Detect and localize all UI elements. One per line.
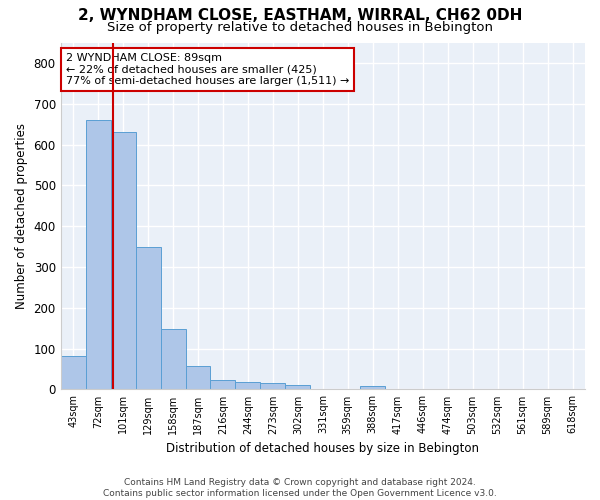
Bar <box>136 248 161 390</box>
Text: Contains HM Land Registry data © Crown copyright and database right 2024.
Contai: Contains HM Land Registry data © Crown c… <box>103 478 497 498</box>
Bar <box>286 386 310 390</box>
Y-axis label: Number of detached properties: Number of detached properties <box>15 123 28 309</box>
Bar <box>86 120 110 390</box>
Bar <box>185 366 211 390</box>
Text: 2, WYNDHAM CLOSE, EASTHAM, WIRRAL, CH62 0DH: 2, WYNDHAM CLOSE, EASTHAM, WIRRAL, CH62 … <box>78 8 522 22</box>
Bar <box>360 386 385 390</box>
Bar <box>260 384 286 390</box>
Bar <box>161 329 185 390</box>
Bar <box>110 132 136 390</box>
Bar <box>235 382 260 390</box>
Text: Size of property relative to detached houses in Bebington: Size of property relative to detached ho… <box>107 21 493 34</box>
Bar <box>61 356 86 390</box>
X-axis label: Distribution of detached houses by size in Bebington: Distribution of detached houses by size … <box>166 442 479 455</box>
Text: 2 WYNDHAM CLOSE: 89sqm
← 22% of detached houses are smaller (425)
77% of semi-de: 2 WYNDHAM CLOSE: 89sqm ← 22% of detached… <box>66 53 349 86</box>
Bar <box>211 380 235 390</box>
